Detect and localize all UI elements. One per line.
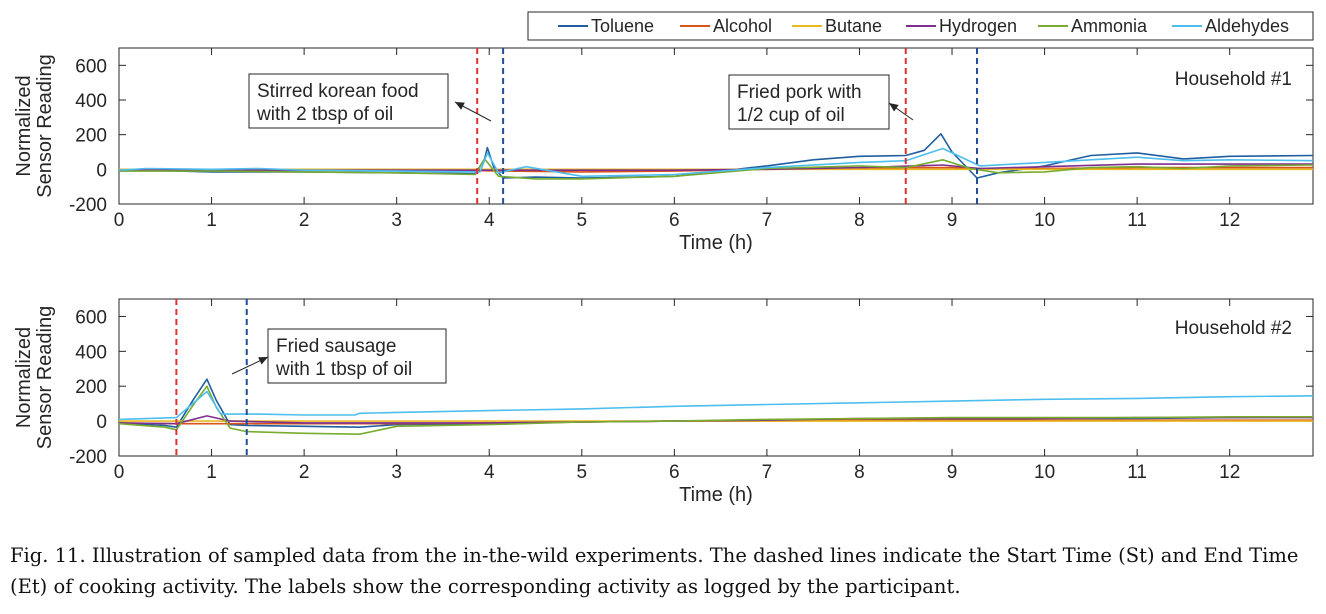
x-tick-label: 2	[299, 210, 310, 231]
y-tick-label: -200	[69, 195, 107, 216]
x-axis-label: Time (h)	[679, 484, 753, 506]
y-tick-label: 400	[75, 342, 107, 363]
annotation-box	[267, 328, 447, 384]
x-tick-label: 7	[762, 462, 773, 483]
x-tick-label: 11	[1127, 462, 1147, 483]
legend-label: Aldehydes	[1205, 16, 1289, 36]
series-line-ammonia	[119, 158, 1313, 180]
x-tick-label: 7	[762, 210, 773, 231]
x-tick-label: 0	[114, 462, 125, 483]
annotation-text: Fried sausage	[276, 336, 396, 357]
caption-text: Illustration of sampled data from the in…	[10, 544, 1299, 598]
x-tick-label: 11	[1127, 210, 1147, 231]
annotation-arrowhead	[889, 103, 899, 112]
y-axis-label: NormalizedSensor Reading	[13, 306, 56, 449]
annotation-box	[248, 73, 449, 129]
y-axis-label-line: Normalized	[13, 327, 35, 428]
y-tick-label: 600	[75, 307, 107, 328]
annotation-text: with 2 tbsp of oil	[256, 104, 393, 125]
y-axis-label: NormalizedSensor Reading	[13, 54, 56, 197]
x-tick-label: 2	[299, 462, 310, 483]
x-tick-label: 4	[484, 210, 495, 231]
x-tick-label: 3	[391, 210, 402, 231]
x-tick-label: 8	[854, 210, 865, 231]
x-tick-label: 3	[391, 462, 402, 483]
legend-label: Butane	[825, 16, 882, 36]
legend-label: Toluene	[591, 16, 654, 36]
x-tick-label: 12	[1219, 210, 1240, 231]
x-tick-label: 5	[577, 210, 588, 231]
series-line-aldehydes	[119, 147, 1313, 178]
figure-caption: Fig. 11. Illustration of sampled data fr…	[10, 540, 1316, 602]
x-tick-label: 9	[947, 462, 958, 483]
x-tick-label: 10	[1034, 462, 1055, 483]
y-tick-label: 0	[96, 160, 107, 181]
annotation-text: Fried pork with	[737, 82, 862, 103]
y-axis-label-line: Normalized	[13, 75, 35, 176]
y-tick-label: 600	[75, 56, 107, 77]
series-group	[119, 378, 1313, 436]
caption-label: Fig. 11.	[10, 544, 86, 567]
legend: Toluene Alcohol Butane Hydrogen Ammonia Aldeh…	[527, 11, 1314, 41]
figure: Toluene Alcohol Butane Hydrogen Ammonia Aldeh…	[13, 11, 1314, 506]
x-tick-label: 6	[669, 462, 680, 483]
annotation-text: 1/2 cup of oil	[737, 105, 845, 126]
x-tick-label: 6	[669, 210, 680, 231]
x-tick-label: 1	[206, 210, 217, 231]
series-line-aldehydes	[119, 390, 1313, 421]
x-tick-label: 8	[854, 462, 865, 483]
annotation-arrowhead	[258, 357, 268, 365]
annotation-text: Stirred korean food	[257, 81, 419, 102]
series-group	[119, 133, 1313, 180]
annotation-box	[728, 74, 890, 130]
y-tick-label: 400	[75, 91, 107, 112]
x-tick-label: 1	[206, 462, 217, 483]
legend-label: Ammonia	[1071, 16, 1148, 36]
x-axis-label: Time (h)	[679, 232, 753, 254]
chart-title: Household #2	[1175, 318, 1292, 339]
x-tick-label: 9	[947, 210, 958, 231]
x-tick-label: 4	[484, 462, 495, 483]
legend-label: Hydrogen	[939, 16, 1017, 36]
x-tick-label: 0	[114, 210, 125, 231]
annotation-arrowhead	[455, 102, 465, 110]
y-tick-label: 0	[96, 412, 107, 433]
y-axis-label-line: Sensor Reading	[34, 306, 56, 449]
y-tick-label: 200	[75, 126, 107, 147]
x-tick-label: 10	[1034, 210, 1055, 231]
y-tick-label: -200	[69, 447, 107, 468]
y-axis-label-line: Sensor Reading	[34, 54, 56, 197]
annotation-text: with 1 tbsp of oil	[275, 359, 412, 380]
x-tick-label: 12	[1219, 462, 1240, 483]
legend-label: Alcohol	[713, 16, 772, 36]
chart-title: Household #1	[1175, 69, 1292, 90]
y-tick-label: 200	[75, 377, 107, 398]
x-tick-label: 5	[577, 462, 588, 483]
